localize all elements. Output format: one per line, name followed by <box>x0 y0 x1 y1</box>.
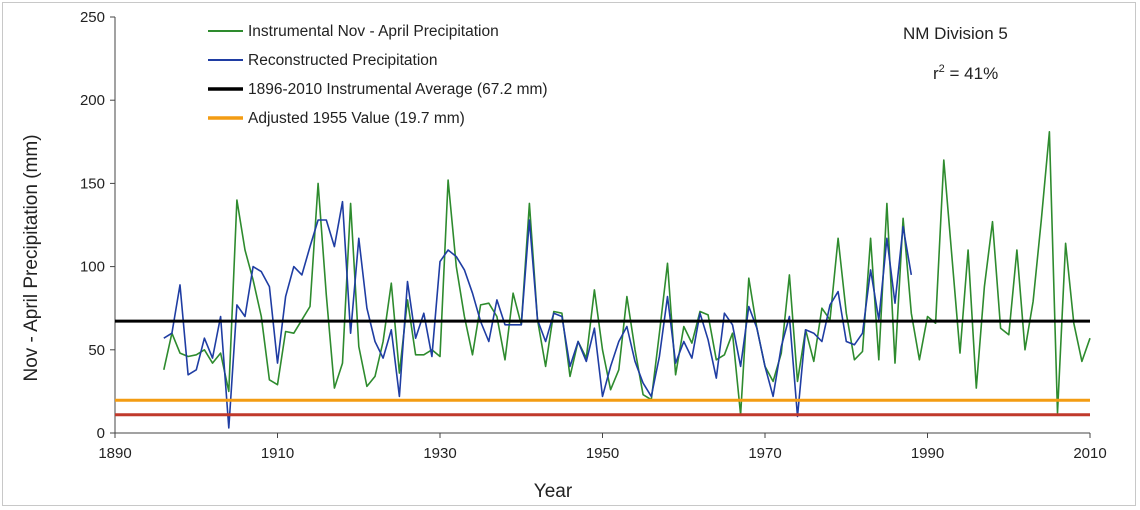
y-tick-label: 50 <box>88 342 105 359</box>
x-tick-label: 1930 <box>423 445 456 462</box>
x-tick-label: 1970 <box>748 445 781 462</box>
y-tick-label: 150 <box>80 175 105 192</box>
division-label: NM Division 5 <box>903 24 1008 43</box>
precipitation-chart: 0 50 100 150 200 250 1890 1910 1930 1950 1970 1990 2… <box>21 9 1107 502</box>
reconstructed-series-line <box>163 200 913 429</box>
axes: 0 50 100 150 200 250 1890 1910 1930 1950 1970 1990 2… <box>80 9 1107 462</box>
x-tick-label: 1910 <box>261 445 294 462</box>
r-squared-suffix: = 41% <box>945 64 998 83</box>
legend-label: Reconstructed Precipitation <box>248 52 438 69</box>
y-tick-label: 0 <box>97 425 105 442</box>
y-tick-label: 100 <box>80 259 105 276</box>
legend-label: 1896-2010 Instrumental Average (67.2 mm) <box>248 81 548 98</box>
y-axis-title: Nov - April Precipitation (mm) <box>21 134 42 381</box>
series-layer <box>163 131 1091 429</box>
x-axis-title: Year <box>534 481 573 502</box>
r-squared-sup: 2 <box>939 63 945 75</box>
legend-label: Adjusted 1955 Value (19.7 mm) <box>248 110 465 127</box>
x-tick-label: 1890 <box>98 445 131 462</box>
r-squared-prefix: r <box>933 64 939 83</box>
instrumental-series-line <box>163 131 1091 416</box>
y-tick-label: 200 <box>80 92 105 109</box>
reference-lines <box>115 319 1090 417</box>
x-tick-label: 1990 <box>911 445 944 462</box>
r-squared-label: r2 = 41% <box>933 63 998 83</box>
legend-label: Instrumental Nov - April Precipitation <box>248 23 499 40</box>
y-tick-label: 250 <box>80 9 105 26</box>
x-tick-label: 1950 <box>586 445 619 462</box>
x-tick-label: 2010 <box>1073 445 1106 462</box>
legend: Instrumental Nov - April Precipitation Re… <box>208 23 548 127</box>
